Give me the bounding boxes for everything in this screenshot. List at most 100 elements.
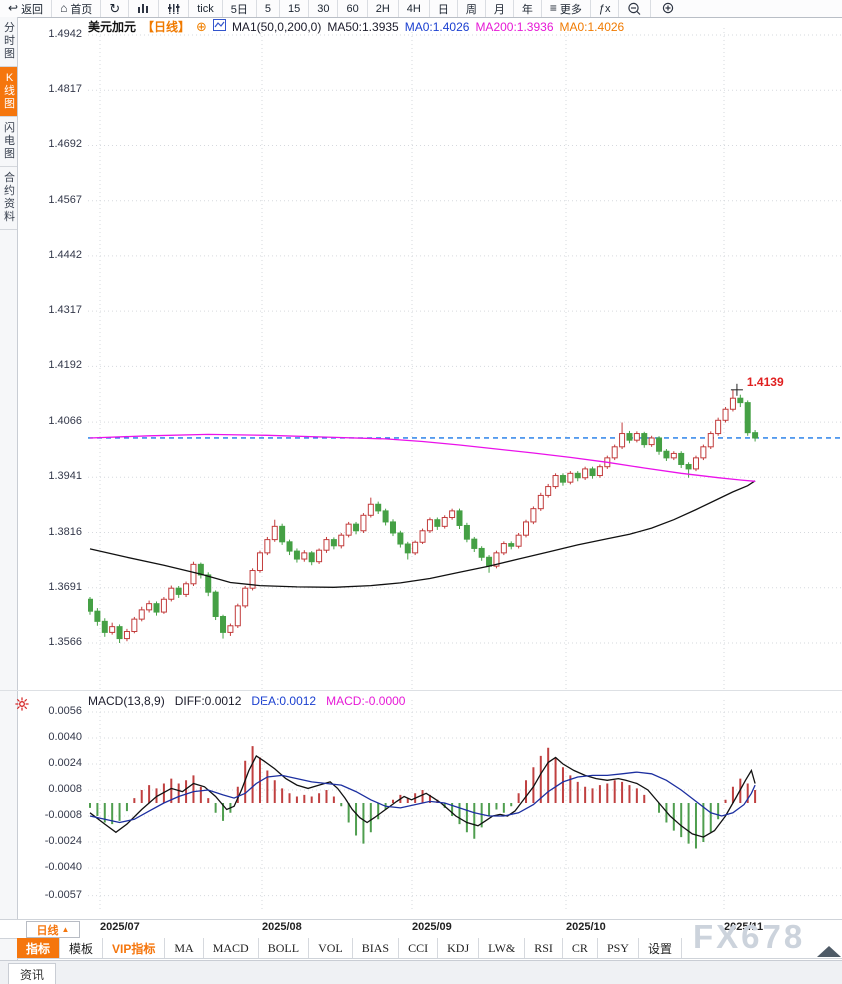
toolbar-item-interval-2h[interactable]: 2H bbox=[368, 0, 399, 17]
magnifier-plus-icon bbox=[659, 2, 674, 16]
toolbar-item-label: 首页 bbox=[70, 3, 93, 16]
ma0-blue-value: MA0:1.4026 bbox=[404, 19, 470, 34]
toolbar-item-label: ƒx bbox=[598, 2, 611, 15]
indicator-tab-vip指标[interactable]: VIP指标 bbox=[103, 938, 166, 958]
candle bbox=[729, 397, 736, 410]
macd-bar bbox=[140, 790, 143, 803]
candle bbox=[515, 534, 522, 547]
macd-bar bbox=[606, 783, 609, 803]
macd-bar bbox=[303, 794, 306, 803]
sidebar-item-contract-info[interactable]: 合约资料 bbox=[0, 167, 17, 230]
toolbar-item-fx-functions[interactable]: ƒx bbox=[591, 0, 620, 17]
toolbar-item-interval-day[interactable]: 日 bbox=[430, 0, 458, 17]
indicator-tab-bias[interactable]: BIAS bbox=[353, 938, 400, 958]
indicator-settings-icon[interactable] bbox=[14, 696, 30, 712]
toolbar-item-refresh[interactable]: ↻ bbox=[101, 0, 130, 17]
indicator-tab-设置[interactable]: 设置 bbox=[639, 938, 682, 958]
toolbar-item-chart-type[interactable] bbox=[129, 0, 160, 17]
ma-indicator-icon[interactable] bbox=[212, 19, 226, 34]
add-compare-icon[interactable]: ⊕ bbox=[196, 18, 207, 34]
candle bbox=[486, 556, 493, 567]
back-arrow-icon: ↩ bbox=[8, 1, 19, 15]
candle bbox=[205, 574, 212, 593]
candle bbox=[345, 523, 352, 536]
candle bbox=[523, 521, 530, 536]
indicator-tab-macd[interactable]: MACD bbox=[204, 938, 259, 958]
toolbar-item-interval-5d[interactable]: 5日 bbox=[223, 0, 257, 17]
candle bbox=[537, 494, 544, 510]
toolbar-item-label: 更多 bbox=[559, 3, 582, 16]
macd-bar bbox=[465, 803, 468, 833]
macd-bar bbox=[273, 780, 276, 803]
ma-settings-text: MA1(50,0,200,0) bbox=[231, 19, 322, 34]
toolbar-item-interval-4h[interactable]: 4H bbox=[399, 0, 430, 17]
macd-bar bbox=[103, 803, 106, 823]
indicator-tab-ma[interactable]: MA bbox=[165, 938, 204, 958]
candle bbox=[389, 521, 396, 534]
macd-bar bbox=[318, 793, 321, 803]
candle bbox=[619, 433, 626, 448]
ma0-orange-value: MA0:1.4026 bbox=[559, 19, 625, 34]
macd-bar bbox=[665, 803, 668, 823]
indicator-tab-rsi[interactable]: RSI bbox=[525, 938, 563, 958]
macd-bar bbox=[488, 803, 491, 816]
macd-hist-value: MACD:-0.0000 bbox=[326, 694, 406, 708]
chevron-up-icon: ▲ bbox=[61, 925, 70, 934]
indicator-tab-cci[interactable]: CCI bbox=[399, 938, 439, 958]
diff-line bbox=[89, 754, 756, 838]
candlestick-chart[interactable] bbox=[88, 28, 842, 690]
toolbar-item-zoom-out[interactable] bbox=[619, 0, 652, 17]
macd-bar bbox=[251, 746, 254, 803]
chart-header: 美元加元 【日线】 ⊕ MA1(50,0,200,0) MA50:1.3935 … bbox=[88, 18, 625, 35]
sidebar-item-time-chart[interactable]: 分时图 bbox=[0, 17, 17, 67]
toolbar-item-indicator-panel[interactable] bbox=[159, 0, 190, 17]
toolbar-item-back[interactable]: ↩ 返回 bbox=[0, 0, 53, 17]
toolbar-item-label: 5 bbox=[264, 2, 271, 15]
toolbar-item-interval-15[interactable]: 15 bbox=[280, 0, 310, 17]
candle bbox=[175, 587, 182, 595]
toolbar-item-interval-60[interactable]: 60 bbox=[338, 0, 368, 17]
toolbar-item-label: 4H bbox=[406, 2, 421, 15]
toolbar-item-interval-30[interactable]: 30 bbox=[309, 0, 339, 17]
toolbar-item-home[interactable]: ⌂ 首页 bbox=[52, 0, 102, 17]
toolbar-item-more[interactable]: ≡ 更多 bbox=[542, 0, 591, 17]
date-axis-label: 2025/08 bbox=[262, 921, 302, 933]
macd-bar bbox=[199, 786, 202, 803]
toolbar-item-label: 年 bbox=[521, 3, 533, 16]
macd-bar bbox=[731, 786, 734, 803]
macd-axis-label: 0.0008 bbox=[48, 783, 82, 795]
macd-bar bbox=[162, 783, 165, 803]
macd-bar bbox=[702, 803, 705, 842]
indicator-tab-指标[interactable]: 指标 bbox=[17, 938, 61, 958]
macd-bar bbox=[451, 803, 454, 816]
candle bbox=[582, 468, 589, 479]
toolbar-item-interval-year[interactable]: 年 bbox=[514, 0, 542, 17]
macd-bar bbox=[621, 781, 624, 803]
sidebar-item-lightning-chart[interactable]: 闪电图 bbox=[0, 117, 17, 167]
macd-axis-label: -0.0040 bbox=[44, 861, 82, 873]
toolbar-item-interval-week[interactable]: 周 bbox=[458, 0, 486, 17]
macd-dea-value: DEA:0.0012 bbox=[251, 694, 317, 708]
indicator-tab-boll[interactable]: BOLL bbox=[259, 938, 310, 958]
news-tab[interactable]: 资讯 bbox=[8, 963, 56, 984]
indicator-tab-cr[interactable]: CR bbox=[563, 938, 598, 958]
macd-chart[interactable] bbox=[88, 700, 842, 912]
period-selector-button[interactable]: 日线 ▲ bbox=[26, 921, 80, 938]
macd-bar bbox=[687, 803, 690, 844]
toolbar-item-zoom-in[interactable] bbox=[651, 0, 674, 17]
toolbar-item-interval-5[interactable]: 5 bbox=[257, 0, 280, 17]
indicator-tab-lw[interactable]: LW& bbox=[479, 938, 526, 958]
toolbar-item-interval-tick[interactable]: tick bbox=[189, 0, 223, 17]
macd-bar bbox=[362, 803, 365, 844]
indicator-tab-kdj[interactable]: KDJ bbox=[438, 938, 480, 958]
indicator-tab-vol[interactable]: VOL bbox=[309, 938, 353, 958]
toolbar-item-interval-month[interactable]: 月 bbox=[486, 0, 514, 17]
macd-axis-label: 0.0056 bbox=[48, 705, 82, 717]
scroll-up-triangle-icon[interactable] bbox=[817, 946, 841, 957]
indicator-tab-psy[interactable]: PSY bbox=[598, 938, 639, 958]
indicator-tab-模板[interactable]: 模板 bbox=[60, 938, 104, 958]
ma50-line bbox=[89, 480, 756, 588]
sidebar-item-kline-chart[interactable]: K线图 bbox=[0, 67, 17, 117]
toolbar-item-label: tick bbox=[197, 2, 214, 15]
macd-bar bbox=[643, 794, 646, 803]
